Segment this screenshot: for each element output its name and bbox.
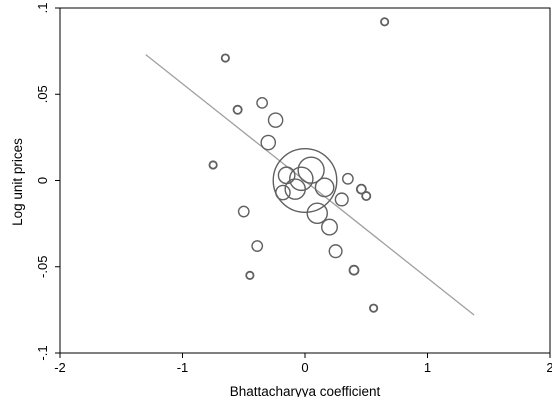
data-point [272,148,338,213]
y-axis-title: Log unit prices [10,138,25,226]
x-tick-label: 0 [301,360,308,375]
data-point [267,112,284,128]
data-point [355,183,367,195]
data-point [380,17,390,27]
data-point [277,166,296,185]
data-point [348,264,360,276]
x-tick-label: -1 [177,360,189,375]
y-axis: -.1 -.05 0 .05 .1 [35,3,60,361]
data-point [321,218,338,236]
data-point [260,134,277,151]
y-tick-label: 0 [35,177,50,184]
fitted-line [145,54,475,316]
data-point [256,96,269,109]
data-point [334,192,349,207]
data-point [220,53,230,63]
data-point [208,160,218,170]
data-point [289,166,314,192]
y-tick-label: .1 [35,3,50,14]
data-point [251,240,264,252]
x-tick-label: 2 [546,360,552,375]
y-tick-label: -.05 [35,256,50,278]
y-tick-label: -.1 [35,345,50,360]
data-point [237,205,250,218]
data-point [306,202,329,225]
points-layer [208,17,390,313]
data-point [232,104,243,115]
data-point [275,184,291,201]
data-point [284,178,306,200]
fit-line-layer [145,54,475,316]
x-tick-label: 1 [424,360,431,375]
y-tick-label: .05 [35,85,50,103]
data-point [341,172,354,185]
data-point [314,177,335,198]
data-point [297,156,325,184]
data-point [369,303,379,313]
data-point [328,244,343,259]
x-axis: -2 -1 0 1 2 [54,353,552,375]
x-tick-label: -2 [54,360,66,375]
data-point [245,270,255,280]
data-point [361,191,372,202]
x-axis-title: Bhattacharyya coefficient [230,384,381,397]
